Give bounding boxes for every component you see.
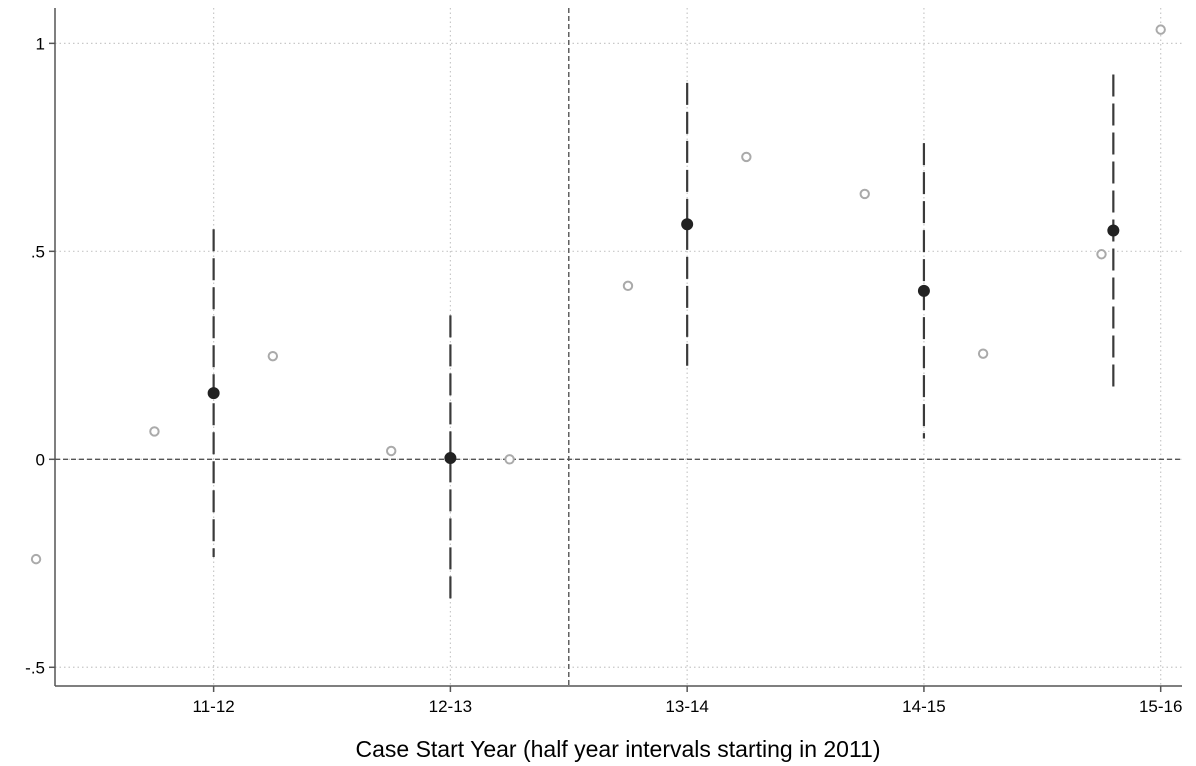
hollow-point-7: [859, 188, 870, 200]
x-tick-label-3: 14-15: [902, 697, 945, 716]
estimate-point-1: [444, 452, 457, 465]
gridlines: [55, 8, 1182, 686]
estimate-point-0: [207, 387, 220, 400]
hollow-point-2: [267, 350, 279, 362]
y-tick-label-3: -.5: [25, 658, 45, 677]
x-tick-label-0: 11-12: [193, 697, 235, 716]
confidence-intervals: [212, 74, 1115, 601]
hollow-point-3: [386, 445, 397, 457]
hollow-point-1: [149, 426, 160, 437]
reference-lines: [55, 8, 1182, 686]
hollow-point-4: [504, 454, 515, 465]
hollow-point-0: [30, 553, 42, 565]
hollow-point-8: [977, 348, 989, 359]
hollow-point-6: [741, 151, 752, 163]
y-tick-label-1: .5: [31, 242, 45, 261]
x-tick-label-4: 15-16: [1139, 697, 1182, 716]
x-tick-label-2: 13-14: [665, 697, 708, 716]
y-tick-label-0: 1: [36, 34, 45, 53]
hollow-point-9: [1096, 249, 1107, 260]
axes: 1 .5 0 -.5 11-12 12-13 13-14 14-15 15-16: [25, 8, 1182, 716]
estimate-point-4: [1107, 224, 1120, 237]
x-tick-label-1: 12-13: [429, 697, 472, 716]
data-points: [30, 24, 1166, 565]
x-axis-title: Case Start Year (half year intervals sta…: [355, 736, 880, 762]
hollow-point-10: [1155, 24, 1166, 35]
estimate-point-2: [681, 218, 694, 231]
estimate-point-3: [917, 284, 930, 297]
hollow-point-5: [622, 280, 634, 292]
y-tick-label-2: 0: [36, 450, 45, 469]
